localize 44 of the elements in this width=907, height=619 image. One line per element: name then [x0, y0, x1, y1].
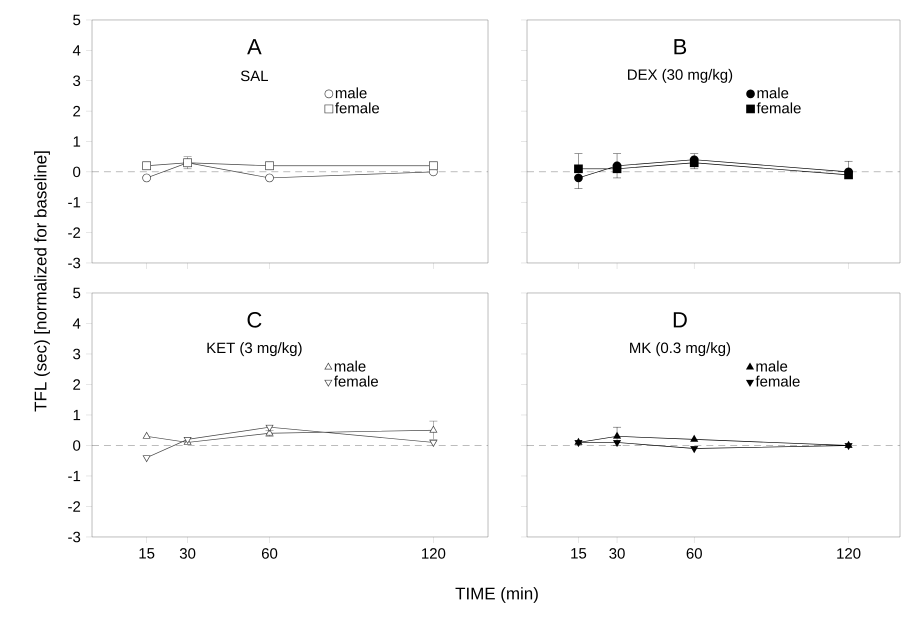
- y-tick-label: 0: [73, 440, 80, 451]
- y-tick-label: -2: [68, 227, 80, 238]
- x-axis-title: TIME (min): [456, 587, 538, 603]
- legend-label: male: [334, 360, 366, 372]
- legend-label: female: [756, 102, 801, 114]
- x-tick-label: 60: [262, 548, 278, 559]
- legend-label: female: [334, 376, 378, 387]
- x-tick-label: 120: [422, 548, 446, 559]
- y-tick-label: 1: [74, 410, 80, 420]
- y-tick-label: 3: [73, 75, 80, 86]
- legend-label: male: [336, 87, 367, 98]
- text: DEX (30 mg/kg): [628, 68, 732, 83]
- x-tick-label: 15: [139, 548, 154, 559]
- text: B: [674, 39, 686, 54]
- y-tick-label: 4: [72, 318, 80, 329]
- text: A: [247, 39, 262, 54]
- text: C: [248, 312, 262, 328]
- text: KET (3 mg/kg): [207, 342, 302, 356]
- y-tick-label: 2: [73, 106, 80, 116]
- y-tick-label: -3: [68, 258, 80, 268]
- legend-label: male: [758, 87, 788, 98]
- legend-label: male: [756, 360, 788, 372]
- y-tick-label: 4: [72, 45, 80, 56]
- x-tick-label: 30: [180, 548, 196, 559]
- text: MK (0.3 mg/kg): [630, 342, 730, 356]
- x-tick-label: 120: [837, 548, 860, 559]
- y-tick-label: 2: [73, 379, 80, 390]
- legend-label: female: [335, 102, 380, 114]
- y-tick-label: 5: [73, 14, 80, 26]
- y-axis-title: TFL (sec) [normalized for baseline]: [34, 151, 50, 412]
- y-tick-label: -1: [68, 197, 80, 208]
- legend-label: female: [756, 376, 800, 387]
- y-tick-label: -2: [68, 501, 80, 512]
- y-tick-label: -3: [68, 532, 80, 542]
- y-tick-label: 0: [73, 166, 80, 178]
- x-tick-label: 30: [609, 548, 625, 559]
- y-tick-label: 3: [73, 348, 80, 360]
- y-tick-label: 5: [73, 288, 80, 298]
- x-tick-label: 60: [686, 548, 702, 559]
- text: SAL: [240, 70, 268, 82]
- text: D: [674, 312, 687, 328]
- x-tick-label: 15: [571, 548, 586, 559]
- y-tick-label: 1: [74, 136, 80, 147]
- y-tick-label: -1: [68, 470, 80, 482]
